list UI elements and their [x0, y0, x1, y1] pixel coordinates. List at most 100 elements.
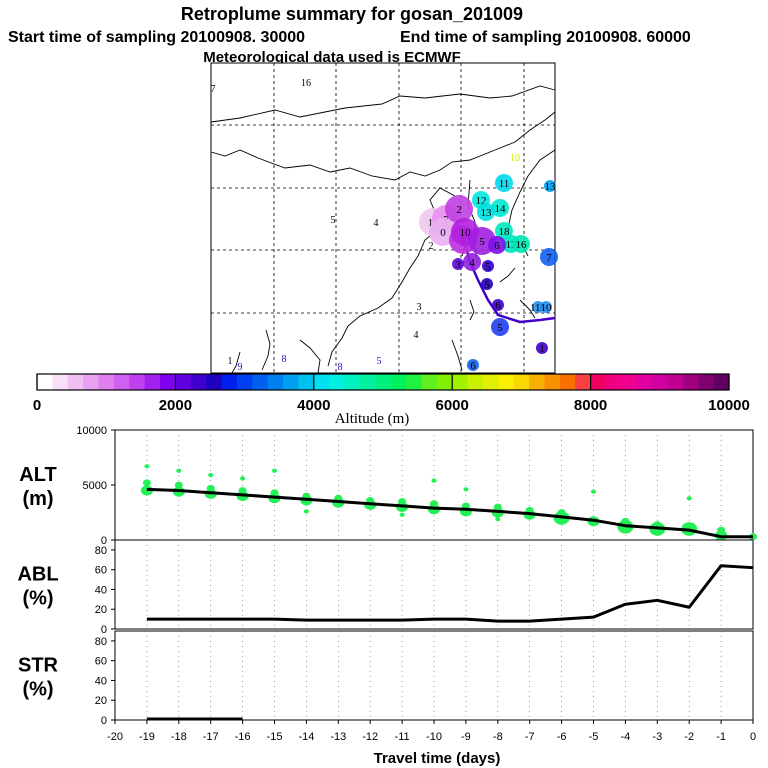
x-tick-label: -20	[107, 731, 123, 743]
colorbar-tick-label: 0	[33, 397, 41, 414]
cluster-marker: 5	[481, 278, 493, 291]
colorbar-cell	[267, 374, 284, 390]
x-tick-label: -5	[589, 731, 599, 743]
cluster-point	[621, 517, 630, 525]
colorbar-tick-label: 2000	[159, 397, 192, 414]
colorbar-cell	[67, 374, 84, 390]
cluster-marker: 7	[540, 248, 558, 266]
colorbar-cell	[313, 374, 330, 390]
panel-unit: (%)	[22, 588, 53, 610]
colorbar-cell	[590, 374, 607, 390]
x-tick-label: -4	[621, 731, 631, 743]
cluster-marker: 16	[301, 78, 311, 89]
x-tick-label: -3	[652, 731, 662, 743]
x-tick-label: -13	[330, 731, 346, 743]
colorbar-cell	[390, 374, 407, 390]
colorbar-cell	[37, 374, 53, 390]
colorbar-cell	[359, 374, 376, 390]
cluster-marker: 2	[445, 195, 473, 223]
cluster-point	[142, 479, 151, 487]
cluster-marker-label: 11	[499, 178, 510, 190]
y-tick-label: 0	[101, 535, 107, 547]
cluster-marker-label: 6	[470, 360, 476, 372]
x-tick-label: -7	[525, 731, 535, 743]
colorbar-cell	[544, 374, 561, 390]
colorbar-tick-label: 6000	[436, 397, 469, 414]
cluster-point	[240, 476, 246, 481]
colorbar-cell	[283, 374, 299, 390]
cluster-marker: 3	[452, 258, 464, 271]
colorbar-cell	[98, 374, 115, 390]
cluster-marker: 10	[540, 301, 552, 314]
x-tick-label: -1	[716, 731, 726, 743]
cluster-marker-label: 5	[485, 261, 491, 273]
colorbar-cell	[559, 374, 576, 390]
cluster-marker: 1	[536, 342, 548, 355]
map-panel: 1671011131214131817165411702121056473556…	[210, 62, 558, 374]
cluster-point	[431, 478, 437, 483]
colorbar-cell	[452, 374, 469, 390]
colorbar-cell	[252, 374, 269, 390]
cluster-marker: 5	[482, 260, 494, 273]
cluster-marker: 16	[512, 235, 530, 253]
panel-unit: (m)	[22, 488, 53, 510]
y-tick-label: 80	[95, 636, 107, 648]
cluster-point	[398, 498, 407, 505]
cluster-marker: 13	[477, 203, 495, 221]
cluster-marker-label: 6	[495, 300, 501, 312]
colorbar-cell	[513, 374, 530, 390]
cluster-marker-label: 5	[484, 279, 490, 291]
cluster-marker: 5	[491, 318, 509, 336]
cluster-marker: 13	[544, 180, 556, 193]
cluster-marker: 9	[238, 362, 243, 373]
colorbar-cells	[37, 374, 730, 390]
y-tick-label: 80	[95, 545, 107, 557]
y-tick-label: 60	[95, 565, 107, 577]
colorbar-cell	[621, 374, 638, 390]
cluster-marker-label: 4	[469, 257, 475, 269]
colorbar-cell	[190, 374, 207, 390]
colorbar-cell	[575, 374, 592, 390]
colorbar-cell	[375, 374, 392, 390]
cluster-marker-label: 16	[516, 239, 528, 251]
x-tick-label: 0	[750, 731, 756, 743]
panel-unit: (%)	[22, 679, 53, 701]
cluster-marker: 1	[228, 356, 233, 367]
x-tick-label: -10	[426, 731, 442, 743]
colorbar-cell	[406, 374, 422, 390]
series-line	[146, 487, 753, 539]
colorbar-cell	[498, 374, 515, 390]
end-time-label: End time of sampling 20100908. 60000	[400, 29, 691, 46]
cluster-point	[686, 496, 692, 501]
colorbar-cell	[698, 374, 715, 390]
cluster-marker: 2	[429, 241, 434, 252]
colorbar-cell	[144, 374, 161, 390]
cluster-marker-label: 0	[440, 227, 446, 239]
cluster-marker-label: 9	[238, 362, 243, 373]
cluster-marker-label: 4	[414, 330, 419, 341]
colorbar-cell	[344, 374, 361, 390]
colorbar-cell	[160, 374, 176, 390]
cluster-marker: 4	[374, 218, 379, 229]
x-tick-label: -8	[493, 731, 503, 743]
figure-title: Retroplume summary for gosan_201009	[181, 4, 523, 24]
cluster-point	[144, 464, 150, 469]
colorbar-cell	[83, 374, 100, 390]
cluster-marker-label: 5	[479, 236, 485, 248]
colorbar-cell	[467, 374, 484, 390]
cluster-marker: 3	[417, 302, 422, 313]
cluster-marker: 7	[211, 84, 216, 95]
colorbar-tick-label: 4000	[297, 397, 330, 414]
cluster-marker-label: 5	[377, 356, 382, 367]
panel-label: ABL	[17, 564, 58, 586]
x-tick-label: -14	[298, 731, 314, 743]
cluster-point	[557, 509, 566, 516]
cluster-point	[272, 468, 277, 473]
cluster-marker-label: 10	[510, 153, 520, 164]
cluster-marker-label: 3	[455, 259, 461, 271]
y-tick-label: 20	[95, 604, 107, 616]
cluster-marker-label: 17	[506, 239, 518, 251]
colorbar-cell	[667, 374, 684, 390]
cluster-marker-label: 8	[338, 362, 343, 373]
